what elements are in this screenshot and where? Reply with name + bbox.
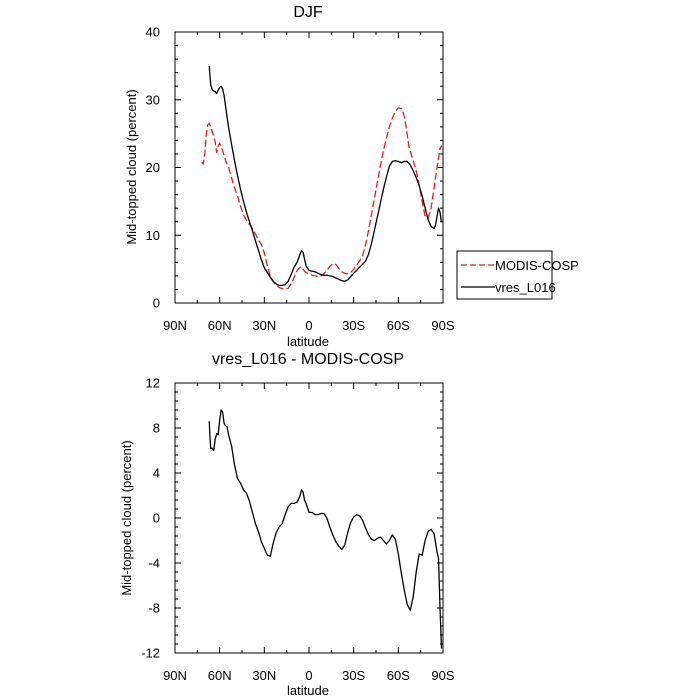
legend-label-modis-cosp: MODIS-COSP [495, 258, 579, 273]
bottom-x-tick-label: 90S [431, 668, 454, 683]
top-series-modis-cosp [201, 107, 443, 291]
top-y-axis-label: Mid-topped cloud (percent) [124, 89, 139, 244]
top-x-tick-label: 30S [342, 318, 365, 333]
top-x-axis-label: latitude [287, 334, 329, 349]
bottom-plot-frame [174, 382, 444, 654]
top-x-tick-label: 90S [431, 318, 454, 333]
bottom-series-vres-l016-modis-cosp [208, 409, 443, 649]
top-series-lines [201, 65, 443, 291]
top-x-tick-label: 90N [163, 318, 187, 333]
bottom-x-tick-labels: 90N 60N 30N 0 30S 60S 90S [163, 668, 455, 683]
bottom-axis-ticks [174, 382, 444, 654]
bottom-x-tick-label: 30N [252, 668, 276, 683]
top-y-tick-label: 40 [146, 25, 160, 40]
bottom-x-tick-label: 0 [305, 668, 312, 683]
bottom-series-lines [208, 409, 443, 649]
bottom-y-tick-label: -12 [141, 646, 160, 661]
top-y-tick-labels: 0 10 20 30 40 [146, 25, 160, 311]
bottom-x-tick-label: 60S [387, 668, 410, 683]
bottom-y-tick-label: 4 [153, 466, 160, 481]
top-y-tick-label: 0 [153, 296, 160, 311]
legend: MODIS-COSP vres_L016 [456, 250, 579, 300]
legend-box [456, 250, 553, 300]
top-y-tick-label: 20 [146, 160, 160, 175]
top-axis-ticks [174, 31, 444, 304]
bottom-x-tick-label: 90N [163, 668, 187, 683]
bottom-y-tick-label: 12 [146, 376, 160, 391]
bottom-y-tick-label: 0 [153, 511, 160, 526]
top-x-tick-labels: 90N 60N 30N 0 30S 60S 90S [163, 318, 455, 333]
bottom-chart-title: vres_L016 - MODIS-COSP [212, 351, 404, 368]
bottom-y-tick-label: 8 [153, 421, 160, 436]
top-y-tick-label: 10 [146, 228, 160, 243]
top-plot-frame [174, 31, 444, 304]
bottom-x-tick-label: 30S [342, 668, 365, 683]
bottom-panel: vres_L016 - MODIS-COSP -12 -8 -4 0 4 8 12 90N 6… [119, 351, 455, 698]
top-x-tick-label: 0 [305, 318, 312, 333]
top-x-tick-label: 30N [252, 318, 276, 333]
bottom-x-tick-label: 60N [208, 668, 232, 683]
legend-label-vres-l016: vres_L016 [495, 280, 556, 295]
top-x-tick-label: 60S [387, 318, 410, 333]
bottom-y-tick-labels: -12 -8 -4 0 4 8 12 [141, 376, 160, 661]
bottom-y-tick-label: -8 [148, 601, 160, 616]
top-series-vres-l016 [208, 65, 443, 287]
top-x-tick-label: 60N [208, 318, 232, 333]
top-y-tick-label: 30 [146, 92, 160, 107]
bottom-x-axis-label: latitude [287, 683, 329, 698]
top-panel: DJF 0 10 20 30 40 90N 60N 30N 0 30S 60S 90S latitu… [124, 4, 579, 349]
top-chart-title: DJF [293, 4, 323, 21]
bottom-y-axis-label: Mid-topped cloud (percent) [119, 440, 134, 595]
bottom-y-tick-label: -4 [148, 556, 160, 571]
